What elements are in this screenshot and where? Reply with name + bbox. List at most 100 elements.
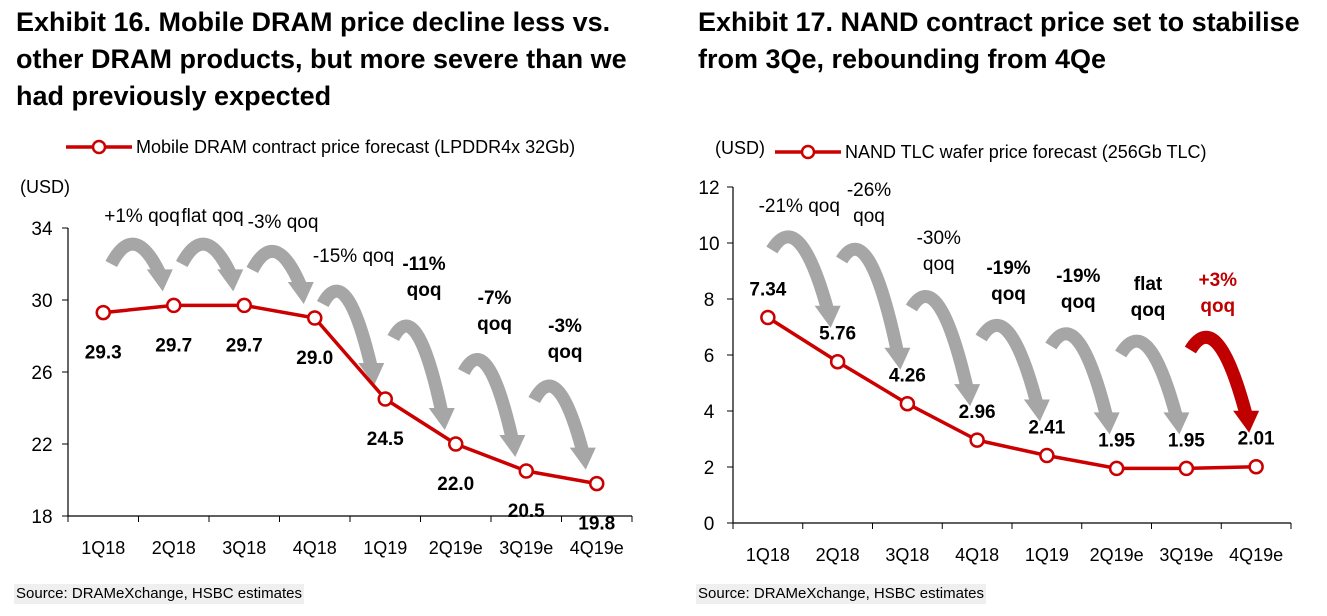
qoq-arrow-3 — [905, 290, 974, 390]
qoq-arrowhead-4 — [358, 363, 385, 385]
qoq-annotation-6: flat qoq — [1131, 274, 1166, 321]
exhibit-16: 18 22 26 30 34 1Q18 2Q18 3Q18 4Q18 1Q19 2Q19e 3Q19e… — [0, 0, 663, 616]
y-tick-label: 8 — [704, 290, 715, 311]
x-tick-label: 1Q18 — [81, 538, 125, 558]
data-label-1Q19: 24.5 — [367, 429, 404, 450]
y-unit-label: (USD) — [715, 138, 765, 158]
data-label-4Q18: 29.0 — [296, 348, 333, 369]
qoq-arrow-5 — [387, 319, 449, 414]
data-point-3Q19e — [1178, 460, 1195, 477]
x-tick-label: 2Q18 — [152, 538, 196, 558]
y-unit-label: (USD) — [20, 177, 70, 197]
data-point-1Q19 — [377, 391, 393, 407]
legend-label: NAND TLC wafer price forecast (256Gb TLC… — [845, 142, 1206, 162]
y-tick-label: 26 — [31, 363, 52, 384]
x-tick-label: 3Q18 — [222, 538, 266, 558]
qoq-annotation-3: -3% qoq — [248, 212, 319, 233]
data-label-4Q19e: 2.01 — [1238, 429, 1275, 450]
qoq-arrow-4 — [317, 284, 378, 369]
y-tick-label: 0 — [704, 514, 715, 535]
data-point-3Q18 — [236, 297, 252, 314]
data-point-4Q19e — [589, 475, 605, 492]
y-tick-label: 18 — [31, 507, 52, 528]
qoq-arrow-7 — [1184, 331, 1253, 417]
qoq-annotation-4: -19% qoq — [986, 258, 1030, 305]
qoq-arrowhead-5 — [428, 408, 455, 430]
exhibit-16-title: Exhibit 16. Mobile DRAM price decline le… — [16, 7, 627, 111]
qoq-arrowhead-2 — [217, 269, 244, 292]
data-point-4Q18 — [307, 310, 323, 326]
exhibit-17-source: Source: DRAMeXchange, HSBC estimates — [696, 584, 986, 604]
nand-price-chart: 0 2 4 6 8 10 12 1Q18 2Q18 3Q18 4Q18 1Q19 2Q19e 3Q19e 4… — [698, 138, 1292, 565]
x-tick-label: 2Q19e — [429, 538, 483, 558]
qoq-annotation-2: flat qoq — [181, 206, 243, 227]
exhibit-17: 0 2 4 6 8 10 12 1Q18 2Q18 3Q18 4Q18 1Q19 2Q19e 3Q19e 4… — [663, 0, 1327, 616]
qoq-annotation-1: -21% qoq — [759, 196, 840, 217]
data-label-2Q19e: 22.0 — [437, 474, 474, 495]
x-tick-label: 4Q18 — [293, 538, 337, 558]
data-point-1Q19 — [1039, 447, 1055, 464]
qoq-arrowhead-2 — [884, 347, 911, 370]
data-point-2Q18 — [166, 297, 182, 314]
data-label-2Q18: 5.76 — [819, 324, 856, 345]
qoq-arrowhead-6 — [499, 435, 526, 457]
x-tick-label: 4Q19e — [570, 538, 624, 558]
x-tick-label: 2Q19e — [1090, 545, 1144, 565]
qoq-annotation-4: -15% qoq — [313, 246, 394, 267]
data-label-3Q19e: 1.95 — [1168, 430, 1205, 451]
y-tick-label: 34 — [31, 219, 53, 240]
data-point-1Q18 — [760, 309, 776, 326]
series-line — [103, 303, 598, 486]
x-tick-label: 3Q19e — [499, 538, 553, 558]
qoq-arrow-6 — [458, 353, 519, 441]
qoq-arrowhead-6 — [1163, 412, 1190, 435]
qoq-annotation-5: -19% qoq — [1056, 266, 1100, 313]
x-tick-label: 4Q19e — [1229, 545, 1283, 565]
qoq-arrow-4 — [975, 319, 1044, 406]
data-point-2Q19e — [1108, 460, 1125, 477]
data-label-2Q18: 29.7 — [155, 335, 192, 356]
qoq-annotation-6: -7% qoq — [477, 288, 512, 335]
data-label-1Q18: 7.34 — [749, 279, 786, 300]
data-label-4Q18: 2.96 — [959, 402, 996, 423]
y-tick-label: 2 — [704, 458, 715, 479]
data-label-3Q18: 4.26 — [889, 366, 926, 387]
exhibit-16-source: Source: DRAMeXchange, HSBC estimates — [14, 584, 304, 604]
data-point-3Q19e — [518, 463, 534, 479]
qoq-arrow-1 — [766, 230, 834, 312]
qoq-annotation-7: -3% qoq — [548, 316, 583, 363]
x-tick-label: 1Q18 — [746, 545, 790, 565]
exhibit-17-title: Exhibit 17. NAND contract price set to s… — [698, 7, 1300, 74]
series-line — [766, 316, 1257, 471]
qoq-arrowhead-4 — [1023, 399, 1050, 422]
qoq-arrow-6 — [1115, 334, 1183, 419]
y-tick-label: 12 — [698, 178, 719, 199]
data-point-3Q18 — [899, 395, 916, 412]
qoq-arrowhead-7 — [569, 447, 596, 470]
data-label-3Q18: 29.7 — [226, 335, 263, 356]
mobile-dram-price-chart: 18 22 26 30 34 1Q18 2Q18 3Q18 4Q18 1Q19 2Q19e 3Q19e… — [20, 137, 633, 558]
qoq-annotation-7: +3% qoq — [1198, 270, 1237, 317]
data-label-1Q18: 29.3 — [85, 343, 122, 364]
data-point-4Q19e — [1248, 458, 1264, 475]
x-tick-label: 3Q19e — [1159, 545, 1213, 565]
x-tick-label: 3Q18 — [885, 545, 929, 565]
qoq-arrow-7 — [528, 379, 590, 454]
legend-marker — [91, 139, 107, 155]
y-tick-label: 10 — [698, 234, 719, 255]
qoq-arrow-1 — [105, 237, 166, 277]
y-tick-label: 30 — [31, 291, 52, 312]
data-point-2Q19e — [448, 436, 464, 452]
legend-label: Mobile DRAM contract price forecast (LPD… — [136, 137, 575, 157]
qoq-annotation-3: -30% qoq — [917, 228, 961, 275]
data-point-1Q18 — [95, 304, 111, 321]
data-label-3Q19e: 20.5 — [508, 501, 545, 522]
qoq-arrow-2 — [836, 242, 904, 354]
qoq-arrow-5 — [1045, 327, 1113, 418]
qoq-arrow-2 — [176, 237, 237, 277]
qoq-arrowhead-7 — [1233, 410, 1260, 433]
x-tick-label: 1Q19 — [1025, 545, 1069, 565]
y-tick-label: 6 — [704, 346, 715, 367]
qoq-arrowhead-3 — [954, 384, 981, 407]
data-label-2Q19e: 1.95 — [1098, 430, 1135, 451]
